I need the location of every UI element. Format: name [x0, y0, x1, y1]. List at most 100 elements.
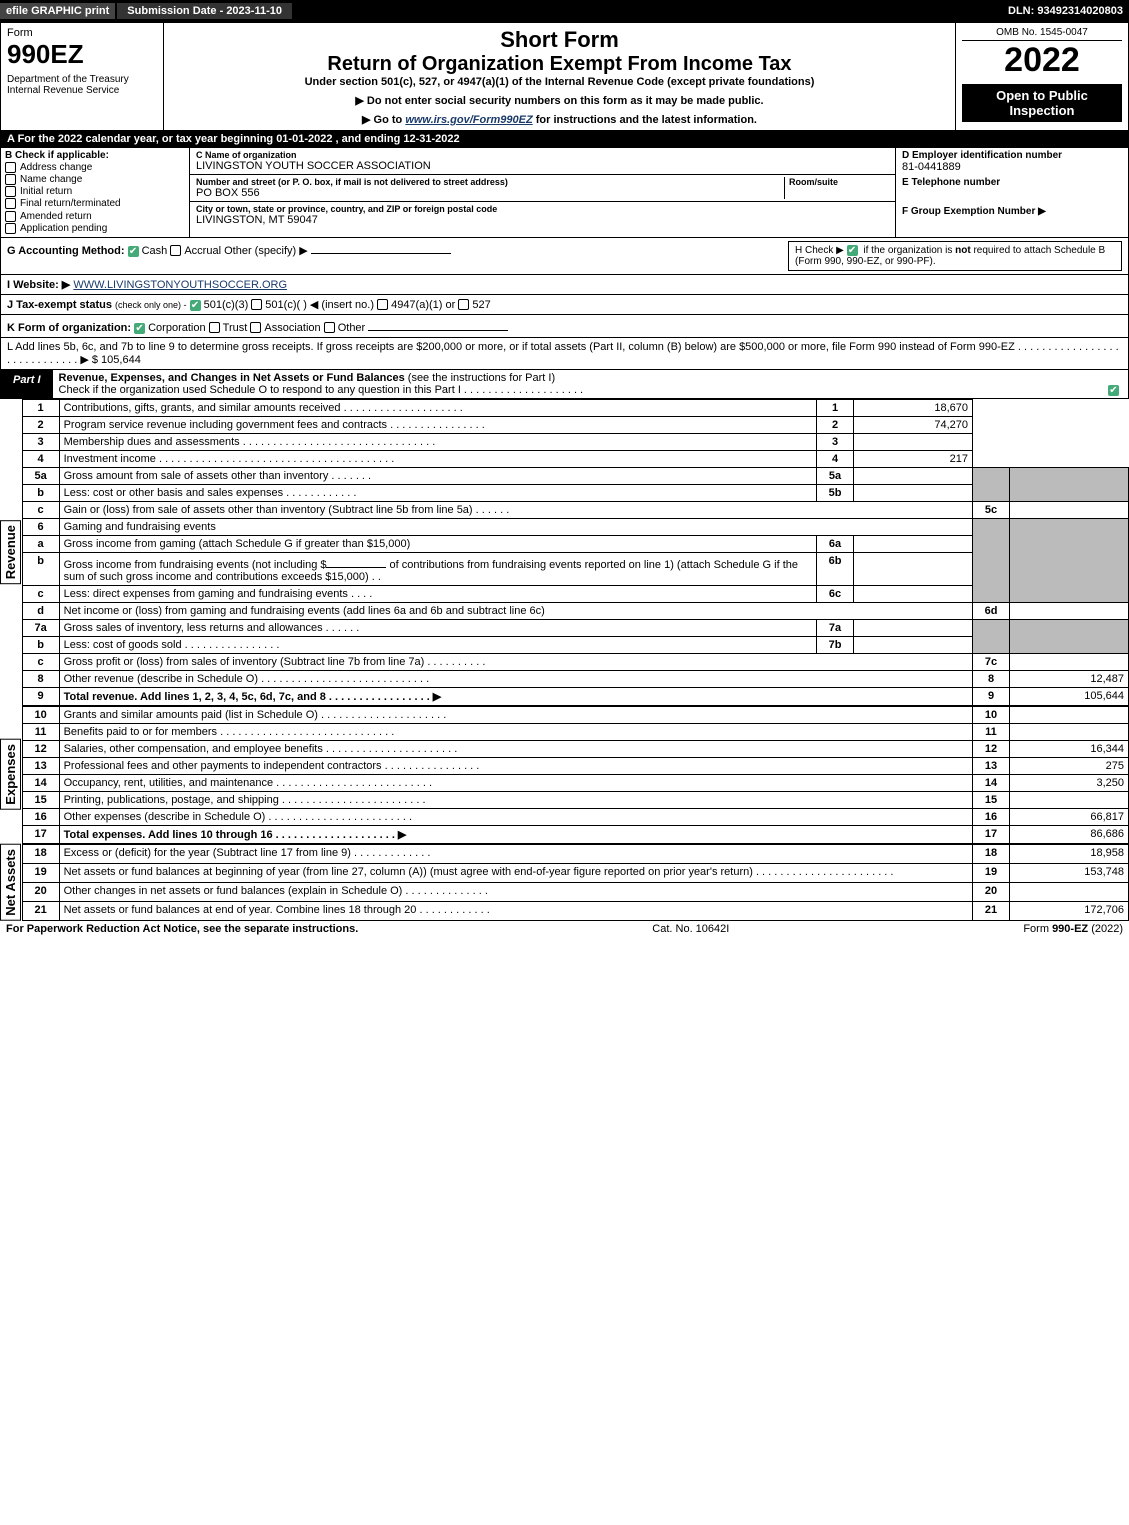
ein: 81-0441889 [902, 161, 1122, 173]
omb-number: OMB No. 1545-0047 [962, 27, 1122, 41]
row-L: L Add lines 5b, 6c, and 7b to line 9 to … [0, 338, 1129, 370]
line-14: 14Occupancy, rent, utilities, and mainte… [22, 774, 1128, 791]
under-section: Under section 501(c), 527, or 4947(a)(1)… [170, 76, 949, 88]
l6b-t1: Gross income from fundraising events (no… [64, 559, 327, 571]
form-number: 990EZ [7, 39, 157, 70]
cb-4947[interactable]: 4947(a)(1) or [377, 299, 455, 311]
part1-title: Revenue, Expenses, and Changes in Net As… [59, 372, 405, 384]
cb-accrual[interactable]: Accrual [170, 245, 221, 257]
l6b-blank[interactable] [326, 555, 386, 568]
cb-association[interactable]: Association [250, 322, 320, 334]
col-C: C Name of organization LIVINGSTON YOUTH … [190, 148, 895, 237]
expenses-vlabel: Expenses [0, 739, 21, 810]
line-19: 19Net assets or fund balances at beginni… [22, 863, 1128, 882]
row-GH: G Accounting Method: Cash Accrual Other … [0, 238, 1129, 275]
line-10: 10Grants and similar amounts paid (list … [22, 706, 1128, 723]
part1-subtitle: (see the instructions for Part I) [408, 372, 555, 384]
row-K: K Form of organization: Corporation Trus… [0, 315, 1129, 338]
row-A: A For the 2022 calendar year, or tax yea… [0, 131, 1129, 147]
fr-bold: 990-EZ [1052, 923, 1088, 935]
note-link: ▶ Go to www.irs.gov/Form990EZ for instru… [170, 113, 949, 126]
cb-527[interactable]: 527 [458, 299, 490, 311]
netassets-table: 18Excess or (deficit) for the year (Subt… [22, 844, 1129, 921]
street-row: Number and street (or P. O. box, if mail… [190, 175, 895, 202]
efile-label[interactable]: efile GRAPHIC print [0, 3, 115, 19]
return-title: Return of Organization Exempt From Incom… [170, 53, 949, 76]
cb-other[interactable]: Other [324, 322, 366, 334]
line-12: 12Salaries, other compensation, and empl… [22, 740, 1128, 757]
line-2: 2Program service revenue including gover… [22, 416, 1128, 433]
open-public: Open to Public Inspection [962, 84, 1122, 122]
G-other: Other (specify) ▶ [224, 245, 308, 257]
street: PO BOX 556 [196, 187, 784, 199]
department: Department of the Treasury Internal Reve… [7, 74, 157, 96]
cb-address-change[interactable]: Address change [5, 162, 185, 173]
part1-check: Check if the organization used Schedule … [59, 384, 584, 396]
website-link[interactable]: WWW.LIVINGSTONYOUTHSOCCER.ORG [73, 279, 287, 291]
expenses-vlabel-wrap: Expenses [0, 706, 22, 844]
L-val: 105,644 [101, 354, 141, 366]
fr-post: (2022) [1091, 923, 1123, 935]
cb-part1-scheduleO[interactable] [1108, 384, 1122, 396]
grey-6 [973, 518, 1010, 602]
grey-7 [973, 619, 1010, 653]
netassets-vlabel-wrap: Net Assets [0, 844, 22, 921]
line-5b: bLess: cost or other basis and sales exp… [22, 484, 1128, 501]
grey-5 [973, 467, 1010, 501]
line-6a: aGross income from gaming (attach Schedu… [22, 535, 1128, 552]
part1-num: Part I [1, 370, 53, 398]
cb-application-pending[interactable]: Application pending [5, 223, 185, 234]
cb-trust[interactable]: Trust [209, 322, 248, 334]
G-row: G Accounting Method: Cash Accrual Other … [7, 241, 788, 271]
street-lbl: Number and street (or P. O. box, if mail… [196, 177, 784, 187]
line-3: 3Membership dues and assessments . . . .… [22, 433, 1128, 450]
cb-501c3[interactable]: 501(c)(3) [190, 299, 249, 311]
J-small: (check only one) - [115, 300, 187, 310]
cb-amended-return[interactable]: Amended return [5, 211, 185, 222]
note-pre: ▶ Go to [362, 114, 405, 126]
col-D: D Employer identification number 81-0441… [895, 148, 1128, 237]
header-right: OMB No. 1545-0047 2022 Open to Public In… [956, 23, 1128, 130]
city-row: City or town, state or province, country… [190, 202, 895, 228]
H-mid: if the organization is [863, 245, 955, 256]
K-lbl: K Form of organization: [7, 322, 131, 334]
city-lbl: City or town, state or province, country… [196, 204, 889, 214]
K-other-input[interactable] [368, 318, 508, 331]
other-specify-input[interactable] [311, 241, 451, 254]
org-name: LIVINGSTON YOUTH SOCCER ASSOCIATION [196, 160, 889, 172]
line-11: 11Benefits paid to or for members . . . … [22, 723, 1128, 740]
H-box: H Check ▶ if the organization is not req… [788, 241, 1122, 271]
G-lbl: G Accounting Method: [7, 245, 125, 257]
l17-text: Total expenses. Add lines 10 through 16 … [64, 829, 407, 841]
D-lbl: D Employer identification number [902, 150, 1122, 161]
cb-501c[interactable]: 501(c)( ) ◀ (insert no.) [251, 299, 374, 311]
part1-header-row: Part I Revenue, Expenses, and Changes in… [0, 370, 1129, 399]
header: Form 990EZ Department of the Treasury In… [0, 22, 1129, 131]
dln-label: DLN: 93492314020803 [1002, 3, 1129, 19]
cb-name-change[interactable]: Name change [5, 174, 185, 185]
cb-final-return[interactable]: Final return/terminated [5, 198, 185, 209]
cb-initial-return[interactable]: Initial return [5, 186, 185, 197]
footer-right: Form 990-EZ (2022) [1023, 923, 1123, 935]
expenses-table: 10Grants and similar amounts paid (list … [22, 706, 1129, 844]
line-7a: 7aGross sales of inventory, less returns… [22, 619, 1128, 636]
cb-corporation[interactable]: Corporation [134, 322, 205, 334]
row-J: J Tax-exempt status (check only one) - 5… [0, 295, 1129, 315]
top-bar: efile GRAPHIC print Submission Date - 20… [0, 0, 1129, 22]
cb-H[interactable] [847, 245, 861, 256]
col-B: B Check if applicable: Address change Na… [1, 148, 190, 237]
netassets-section: Net Assets 18Excess or (deficit) for the… [0, 844, 1129, 921]
irs-link[interactable]: www.irs.gov/Form990EZ [405, 114, 532, 126]
footer-left: For Paperwork Reduction Act Notice, see … [6, 923, 358, 935]
cb-cash[interactable]: Cash [128, 245, 168, 257]
line-8: 8Other revenue (describe in Schedule O) … [22, 670, 1128, 687]
revenue-table: 1Contributions, gifts, grants, and simil… [22, 399, 1129, 706]
footer: For Paperwork Reduction Act Notice, see … [0, 921, 1129, 937]
line-1: 1Contributions, gifts, grants, and simil… [22, 399, 1128, 416]
l9-text: Total revenue. Add lines 1, 2, 3, 4, 5c,… [64, 691, 442, 703]
submission-date: Submission Date - 2023-11-10 [117, 3, 292, 19]
line-21: 21Net assets or fund balances at end of … [22, 901, 1128, 920]
note-post: for instructions and the latest informat… [536, 114, 757, 126]
form-page: efile GRAPHIC print Submission Date - 20… [0, 0, 1129, 937]
org-name-row: C Name of organization LIVINGSTON YOUTH … [190, 148, 895, 175]
